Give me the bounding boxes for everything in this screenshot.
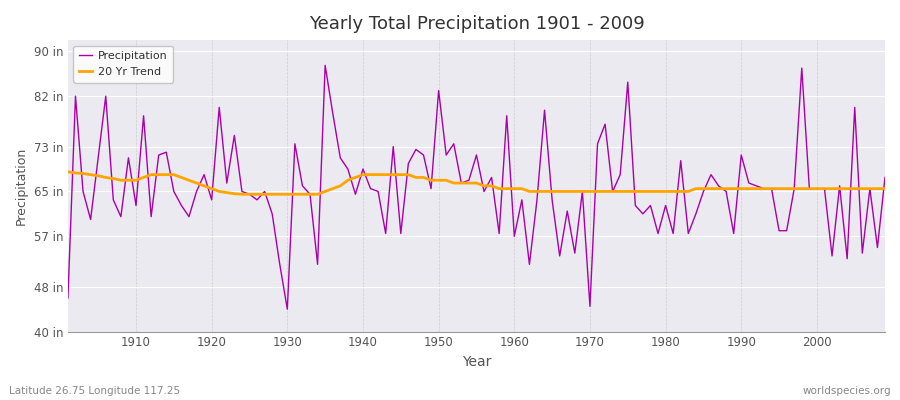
Precipitation bbox=[350, 192, 361, 197]
20 Yr Trend bbox=[508, 186, 519, 191]
Precipitation bbox=[320, 63, 330, 68]
Title: Yearly Total Precipitation 1901 - 2009: Yearly Total Precipitation 1901 - 2009 bbox=[309, 15, 644, 33]
20 Yr Trend bbox=[297, 192, 308, 197]
X-axis label: Year: Year bbox=[462, 355, 491, 369]
20 Yr Trend bbox=[879, 186, 890, 191]
Precipitation bbox=[62, 296, 73, 300]
Y-axis label: Precipitation: Precipitation bbox=[15, 147, 28, 225]
Line: 20 Yr Trend: 20 Yr Trend bbox=[68, 172, 885, 194]
Precipitation bbox=[297, 184, 308, 188]
Line: Precipitation: Precipitation bbox=[68, 65, 885, 309]
Precipitation bbox=[517, 198, 527, 202]
Precipitation bbox=[282, 307, 292, 312]
Text: worldspecies.org: worldspecies.org bbox=[803, 386, 891, 396]
20 Yr Trend bbox=[123, 178, 134, 183]
20 Yr Trend bbox=[517, 186, 527, 191]
Text: Latitude 26.75 Longitude 117.25: Latitude 26.75 Longitude 117.25 bbox=[9, 386, 180, 396]
20 Yr Trend bbox=[608, 189, 618, 194]
Precipitation bbox=[615, 172, 626, 177]
Precipitation bbox=[123, 156, 134, 160]
Legend: Precipitation, 20 Yr Trend: Precipitation, 20 Yr Trend bbox=[74, 46, 173, 82]
Precipitation bbox=[524, 262, 535, 267]
Precipitation bbox=[879, 175, 890, 180]
20 Yr Trend bbox=[342, 178, 353, 183]
20 Yr Trend bbox=[237, 192, 248, 197]
20 Yr Trend bbox=[62, 170, 73, 174]
